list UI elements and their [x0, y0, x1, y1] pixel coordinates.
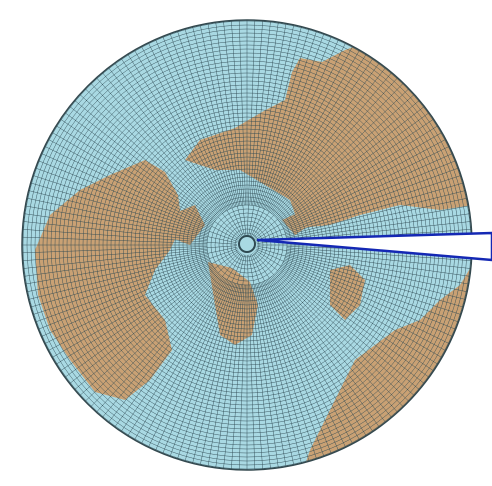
- pole: [239, 236, 255, 252]
- polar-grid-map: [0, 0, 492, 486]
